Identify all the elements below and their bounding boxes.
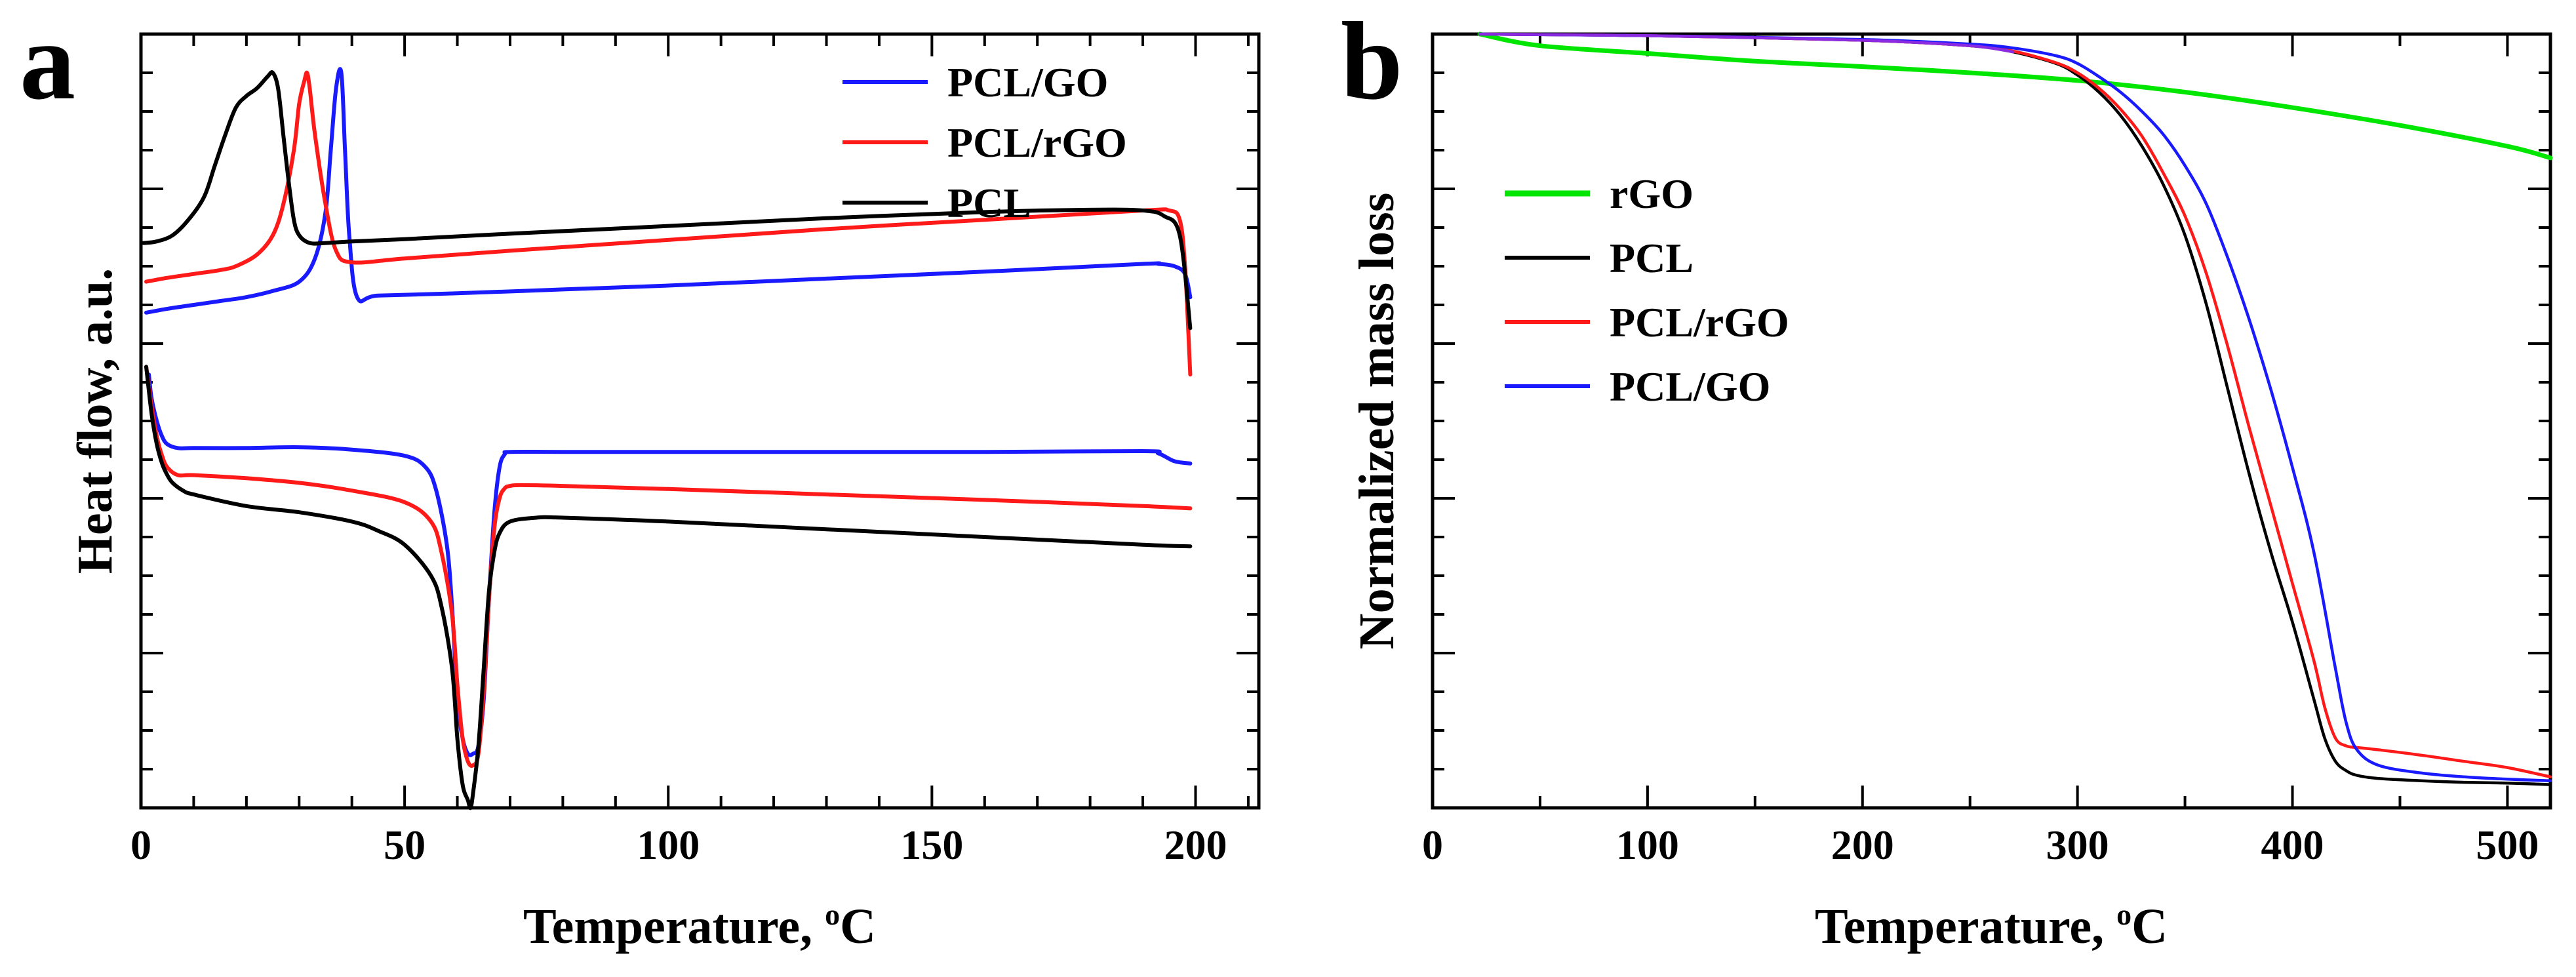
legend-label: PCL [1610, 235, 1694, 281]
series-line-pcl-rgo [144, 365, 1193, 768]
series-line-pcl-start-overlap- [1478, 32, 2015, 54]
panel-b-plot-frame [1431, 32, 2552, 810]
panel-a-xlabel-superscript: o [825, 898, 840, 931]
series-line-pcl-rgo [144, 70, 1193, 377]
panel-b-x-tick-labels: 0 100 200 300 400 500 [1422, 822, 2539, 868]
panel-b-xlabel-superscript: o [2116, 898, 2131, 931]
panel-a-xlabel-text: Temperature, [523, 899, 825, 954]
x-tick-label: 500 [2476, 822, 2539, 868]
panel-b-curves [1477, 31, 2553, 786]
legend-label: PCL/rGO [1610, 299, 1789, 346]
x-tick-label: 400 [2261, 822, 2324, 868]
legend-label: PCL/GO [1610, 363, 1770, 410]
x-tick-label: 100 [637, 822, 700, 868]
panel-b-x-axis-title: Temperature, oC [1815, 898, 2168, 954]
x-tick-label: 150 [900, 822, 963, 868]
panel-a-x-tick-labels: 0 50 100 150 200 [130, 822, 1227, 868]
panel-a-curves [142, 67, 1193, 810]
series-line-pcl-go [147, 372, 1193, 757]
legend-label: PCL/GO [947, 59, 1108, 106]
panel-b-ticks [1431, 33, 2550, 809]
panel-b-y-axis-title: Normalized mass loss [1349, 193, 1404, 650]
panel-b-xlabel-text: Temperature, [1815, 899, 2116, 954]
series-line-pcl [144, 365, 1193, 810]
x-tick-label: 0 [130, 822, 151, 868]
panel-a-letter: a [20, 0, 75, 123]
panel-b-legend: rGO PCL PCL/rGO PCL/GO [1505, 170, 1789, 410]
legend-label: rGO [1610, 170, 1694, 217]
panel-b-letter: b [1341, 0, 1403, 123]
panel-a-ticks [140, 33, 1259, 809]
x-tick-label: 200 [1831, 822, 1894, 868]
series-line-pcl [142, 70, 1193, 330]
x-tick-label: 50 [384, 822, 426, 868]
series-line-pcl-go [144, 67, 1193, 315]
legend-label: PCL/rGO [947, 119, 1127, 166]
panel-a-x-axis-title: Temperature, oC [523, 898, 876, 954]
panel-a-y-axis-title: Heat flow, a.u. [68, 268, 123, 574]
panel-a-xlabel-unit: C [840, 899, 876, 954]
x-tick-label: 200 [1164, 822, 1227, 868]
panel-a-heat-flow-chart: a 0 50 100 150 200 PCL/GO PCL/rGO PCL Temperat… [20, 0, 1261, 954]
x-tick-label: 300 [2046, 822, 2109, 868]
legend-label: PCL [947, 180, 1031, 226]
panel-a-legend: PCL/GO PCL/rGO PCL [842, 59, 1127, 226]
x-tick-label: 100 [1616, 822, 1679, 868]
x-tick-label: 0 [1422, 822, 1443, 868]
panel-b-mass-loss-chart: b 0 100 200 300 400 500 rGO PCL PCL/rGO PCL/GO T… [1341, 0, 2553, 954]
series-line-rgo [1477, 31, 2553, 161]
panel-b-xlabel-unit: C [2131, 899, 2168, 954]
